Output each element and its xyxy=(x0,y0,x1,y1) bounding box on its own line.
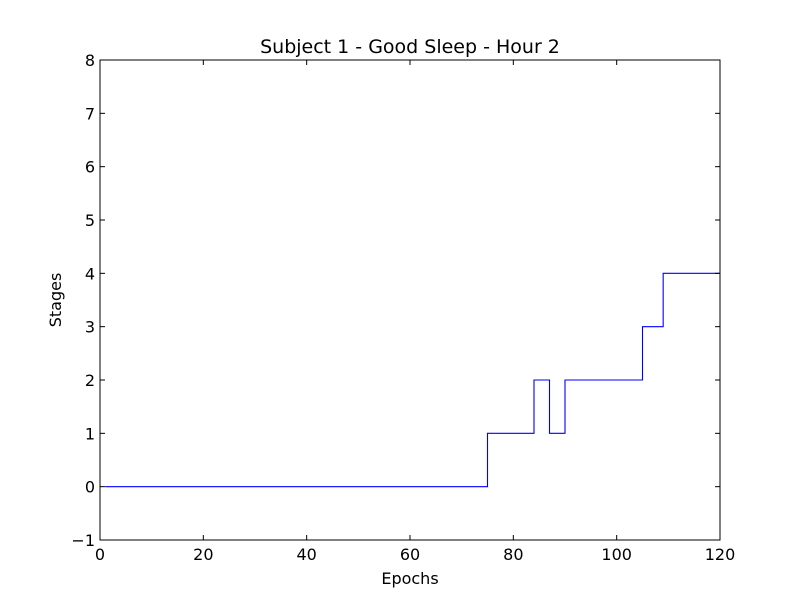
x-tick-label: 80 xyxy=(503,545,523,564)
x-tick-label: 20 xyxy=(193,545,213,564)
y-tick-label: 2 xyxy=(85,371,95,390)
y-tick-label: 7 xyxy=(85,104,95,123)
y-tick-label: 0 xyxy=(85,478,95,497)
axes-frame xyxy=(99,59,721,541)
x-tick-label: 60 xyxy=(400,545,420,564)
x-tick-label: 120 xyxy=(705,545,736,564)
y-tick-label: 6 xyxy=(85,158,95,177)
x-tick-label: 0 xyxy=(95,545,105,564)
y-tick-label: −1 xyxy=(71,531,95,550)
y-tick-label: 4 xyxy=(85,264,95,283)
x-axis-label: Epochs xyxy=(381,569,438,588)
series-line-1 xyxy=(105,272,720,488)
y-tick-label: 1 xyxy=(85,424,95,443)
y-tick-label: 8 xyxy=(85,51,95,70)
plot-area xyxy=(105,272,720,488)
y-tick-label: 5 xyxy=(85,211,95,230)
y-tick-label: 3 xyxy=(85,318,95,337)
chart-title: Subject 1 - Good Sleep - Hour 2 xyxy=(260,36,560,58)
x-tick-label: 100 xyxy=(601,545,632,564)
y-axis-label: Stages xyxy=(46,273,65,328)
x-tick-label: 40 xyxy=(296,545,316,564)
